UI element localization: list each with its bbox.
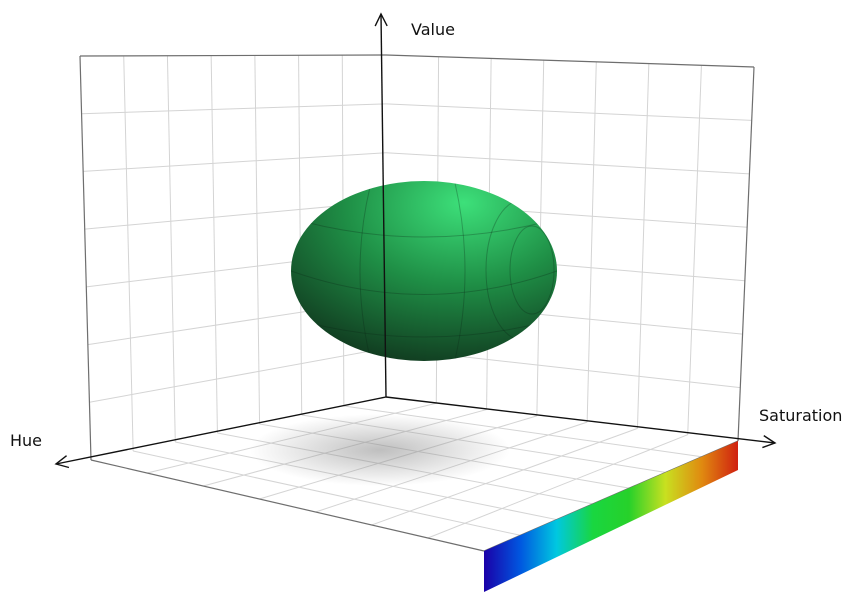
grid-line [123,55,134,452]
grid-line [81,103,387,115]
ellipsoid-latitude-line [304,221,546,238]
grid-line [636,63,650,429]
hue-colorbar-strip [484,441,738,592]
grid-line [371,427,638,526]
grid-line [133,450,521,536]
frame-top-right [385,54,755,68]
grid-line [298,55,303,416]
value-axis-label: Value [411,20,455,39]
grid-line [343,405,702,458]
frame-left-wall-edge [79,55,92,461]
grid-line [83,152,387,172]
ellipsoid-latitude-line [291,270,557,295]
value-axis [380,13,387,398]
ellipsoid-end-cap-ring [509,225,555,315]
saturation-axis-arrowhead [762,435,777,449]
frame-right-wall-edge [737,66,755,442]
saturation-axis-label: Saturation [759,406,843,425]
ellipsoid-latitude-line [304,321,546,338]
value-axis-arrowhead [374,12,388,27]
hue-axis [55,396,387,465]
grid-line [687,65,702,435]
grid-line [586,61,597,423]
hue-axis-label: Hue [10,431,43,450]
grid-line [89,347,387,403]
ellipsoid [291,181,557,361]
grid-line [166,55,176,443]
grid-line [385,103,752,121]
ellipsoid-floor-shadow [250,414,510,486]
grid-line [254,55,261,425]
frame-floor-front [90,459,485,552]
frame-top-left [79,54,387,57]
saturation-axis [385,396,776,444]
ellipsoid-meridian-line [454,182,466,361]
grid-line [385,152,750,175]
grid-line [427,434,688,539]
grid-line [210,55,218,434]
ellipsoid-meridian-line [359,186,371,359]
hue-colorbar [484,441,738,592]
hue-axis-arrowhead [54,455,70,469]
ellipsoid-body [291,181,557,361]
axes [54,12,777,469]
